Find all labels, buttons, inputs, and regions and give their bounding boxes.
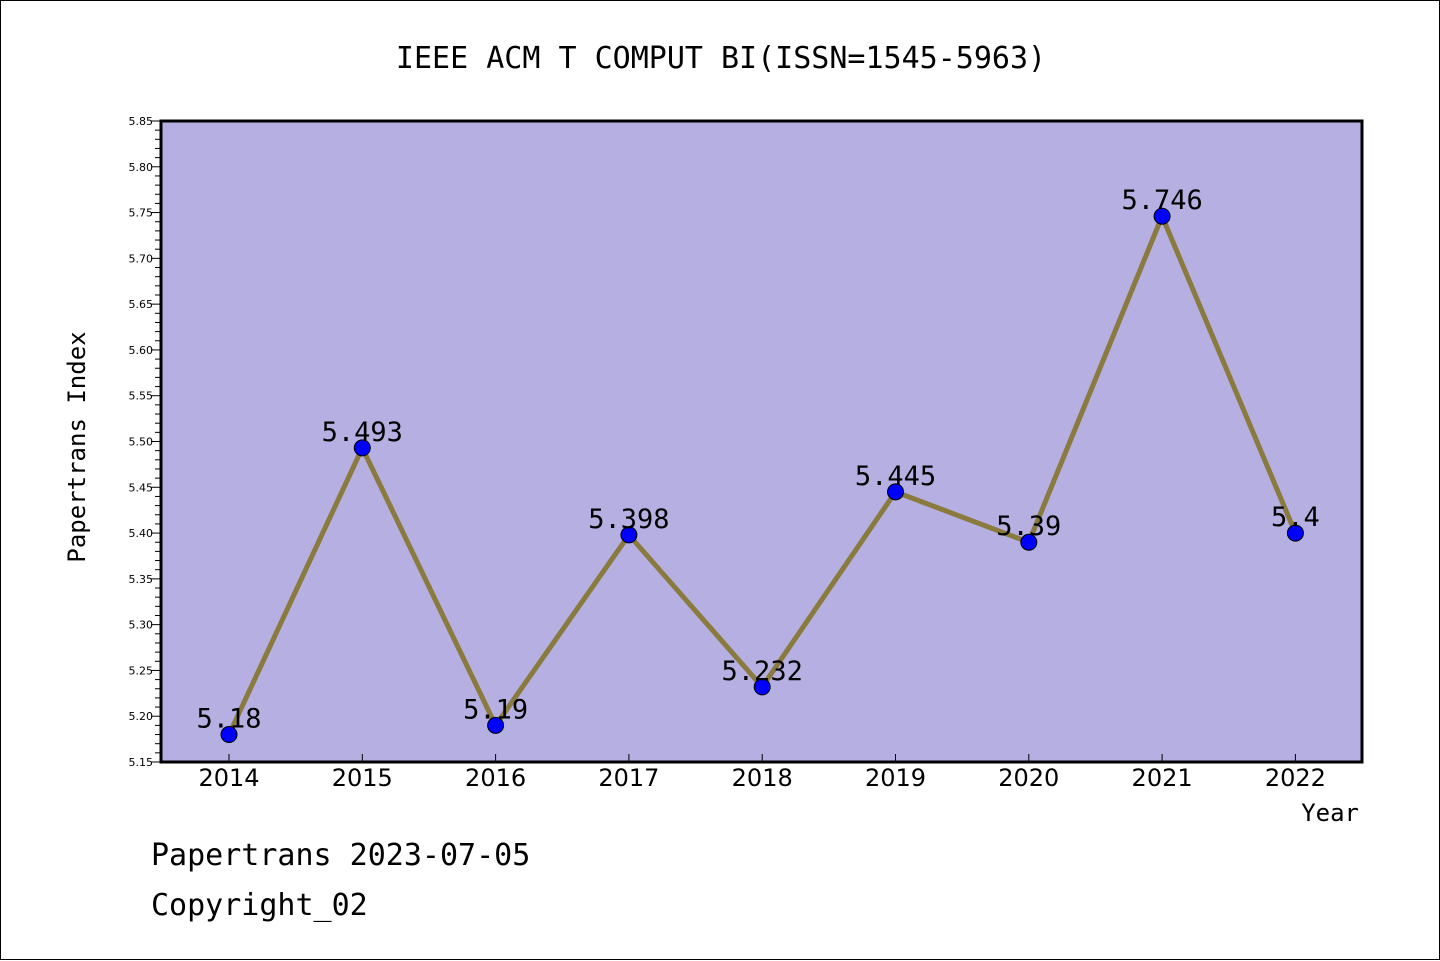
data-label: 5.19 [463, 694, 528, 725]
y-tick-label: 5.70 [129, 252, 154, 265]
x-tick-label: 2018 [732, 764, 793, 792]
data-point [487, 716, 505, 734]
data-point [353, 439, 371, 457]
x-tick-label: 2021 [1132, 764, 1193, 792]
y-axis: 5.15 5.20 5.25 5.30 5.35 5.40 5.45 5.50 5.55 5.60… [129, 115, 161, 769]
data-label: 5.398 [588, 504, 669, 535]
footer-copyright: Copyright_02 [151, 888, 368, 923]
data-points [220, 207, 1304, 744]
x-tick-label: 2016 [465, 764, 526, 792]
data-point [753, 678, 771, 696]
plot-border [159, 119, 1364, 764]
y-tick-label: 5.60 [129, 344, 154, 357]
y-tick-label: 5.45 [129, 481, 154, 494]
data-label: 5.445 [855, 461, 936, 492]
x-tick-label: 2022 [1265, 764, 1326, 792]
footer-date: Papertrans 2023-07-05 [151, 838, 530, 873]
y-tick-label: 5.85 [129, 115, 154, 128]
y-tick-label: 5.75 [129, 207, 154, 220]
data-point [1286, 524, 1304, 542]
x-tick-label: 2015 [332, 764, 393, 792]
y-tick-label: 5.20 [129, 710, 154, 723]
data-point [620, 526, 638, 544]
data-label: 5.4 [1271, 502, 1320, 533]
y-tick-label: 5.40 [129, 527, 154, 540]
y-tick-label: 5.55 [129, 390, 154, 403]
y-axis-label: Papertrans Index [63, 331, 91, 562]
x-tick-label: 2019 [865, 764, 926, 792]
x-axis: 2014 2015 2016 2017 2018 2019 2020 2021 2022 [198, 754, 1326, 792]
chart-title: IEEE ACM T COMPUT BI(ISSN=1545-5963) [396, 41, 1046, 76]
data-label: 5.18 [196, 704, 261, 735]
data-label: 5.39 [996, 511, 1061, 542]
data-labels: 5.18 5.493 5.19 5.398 5.232 5.445 5.39 5.746 5.4 [196, 185, 1319, 734]
data-point [887, 483, 904, 501]
y-tick-label: 5.65 [129, 298, 154, 311]
data-point [1153, 207, 1171, 225]
x-tick-label: 2014 [198, 764, 259, 792]
x-axis-label: Year [1301, 799, 1359, 827]
x-tick-label: 2017 [598, 764, 659, 792]
data-point [1020, 533, 1038, 551]
y-tick-label: 5.30 [129, 619, 154, 632]
data-label: 5.493 [322, 417, 403, 448]
data-point [220, 726, 238, 744]
y-tick-label: 5.25 [129, 664, 154, 677]
y-tick-label: 5.80 [129, 161, 154, 174]
data-label: 5.746 [1121, 185, 1202, 216]
data-label: 5.232 [722, 656, 803, 687]
y-tick-label: 5.50 [129, 436, 154, 449]
x-tick-label: 2020 [998, 764, 1059, 792]
y-tick-label: 5.15 [129, 756, 154, 769]
y-tick-label: 5.35 [129, 573, 154, 586]
